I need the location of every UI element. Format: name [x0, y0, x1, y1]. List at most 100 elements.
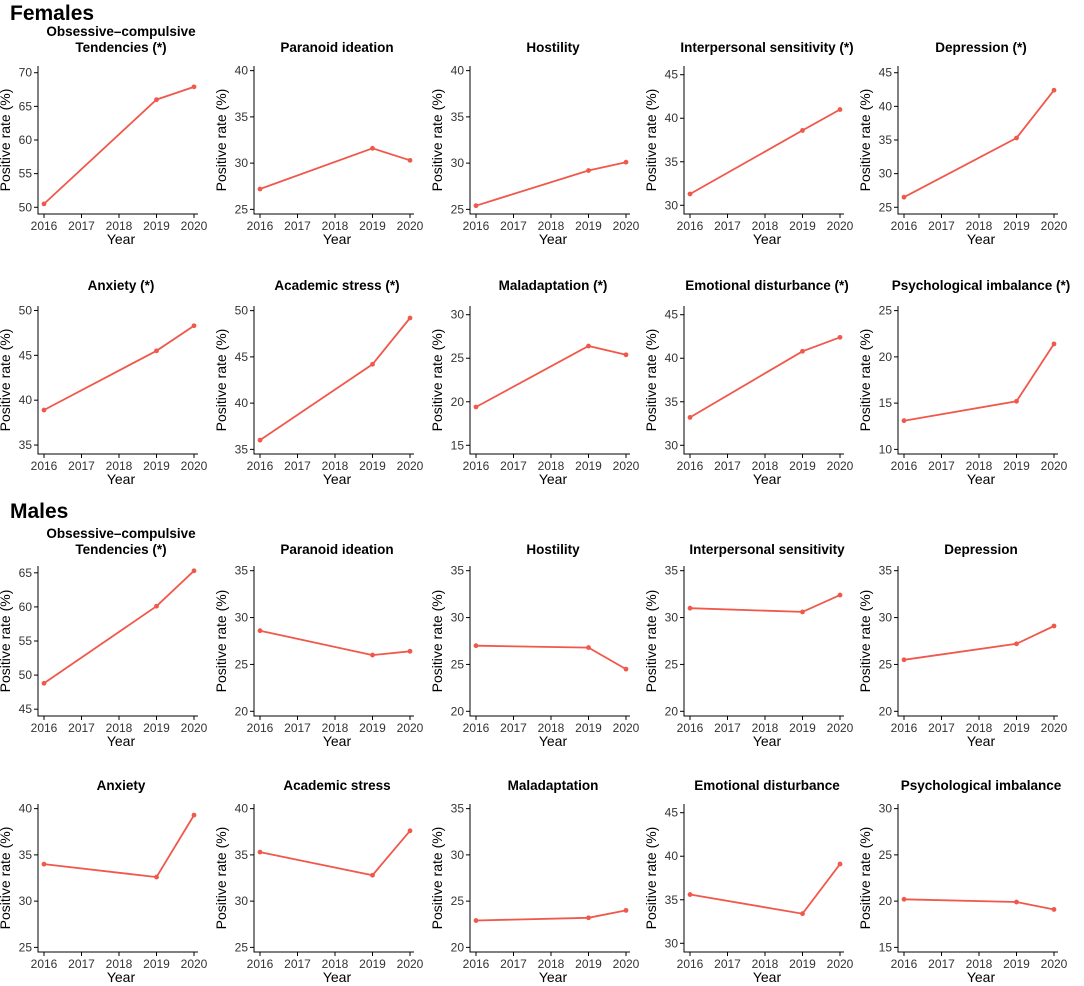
- y-tick-label: 35: [451, 110, 465, 124]
- data-point: [473, 203, 479, 209]
- x-tick-label: 2016: [891, 219, 918, 233]
- data-point: [191, 568, 197, 574]
- chart-panel-10: Psychological imbalance (*) 10 15 20 25 2016 2…: [857, 278, 1070, 487]
- data-point: [837, 861, 843, 867]
- data-point: [901, 657, 907, 663]
- chart-title: Maladaptation (*): [499, 278, 608, 293]
- y-tick-label: 35: [665, 893, 679, 907]
- y-tick-label: 45: [235, 350, 249, 364]
- x-tick-label: 2017: [284, 459, 311, 473]
- data-point: [623, 159, 629, 165]
- y-axis-label: Positive rate (%): [643, 89, 659, 192]
- data-point: [473, 918, 479, 923]
- x-axis-label: Year: [753, 733, 782, 749]
- data-point: [837, 334, 843, 340]
- series-line: [475, 345, 627, 408]
- y-tick-label: 35: [235, 848, 249, 862]
- y-axis-label: Positive rate (%): [429, 89, 445, 192]
- chart-title: Paranoid ideation: [280, 40, 393, 55]
- x-tick-label: 2017: [500, 957, 527, 971]
- y-tick-label: 30: [235, 894, 249, 908]
- data-point: [370, 145, 375, 151]
- y-tick-label: 25: [879, 304, 893, 318]
- x-tick-label: 2016: [247, 219, 274, 233]
- x-tick-label: 2016: [31, 459, 58, 473]
- data-point: [370, 652, 375, 658]
- x-tick-label: 2020: [181, 721, 208, 735]
- y-tick-label: 25: [665, 657, 679, 671]
- x-tick-label: 2016: [247, 459, 274, 473]
- data-point: [586, 343, 591, 349]
- y-tick-label: 25: [879, 200, 893, 214]
- x-tick-label: 2018: [538, 459, 565, 473]
- x-tick-label: 2016: [247, 957, 274, 971]
- x-axis-label: Year: [323, 733, 352, 749]
- x-tick-label: 2019: [359, 219, 386, 233]
- chart-panel-13: Hostility 20 25 30 35 2016 2017 2018 2019 2020 Yea…: [429, 542, 640, 749]
- x-axis-label: Year: [323, 471, 352, 487]
- x-tick-label: 2016: [31, 721, 58, 735]
- chart-title: Depression (*): [935, 40, 1027, 55]
- chart-panel-2: Paranoid ideation 25 30 35 40 2016 2017 2018 201…: [213, 40, 424, 247]
- data-point: [257, 186, 263, 192]
- series-line: [259, 317, 411, 441]
- x-tick-label: 2019: [575, 219, 602, 233]
- data-point: [473, 643, 479, 649]
- chart-panel-18: Maladaptation 20 25 30 35 2016 2017 2018 2019 202…: [429, 778, 640, 985]
- x-tick-label: 2016: [677, 459, 704, 473]
- x-tick-label: 2017: [714, 957, 741, 971]
- chart-title: Psychological imbalance (*): [892, 278, 1071, 293]
- x-tick-label: 2016: [31, 957, 58, 971]
- series-line: [903, 898, 1055, 911]
- chart-panel-12: Paranoid ideation 20 25 30 35 2016 2017 2018 201…: [213, 542, 424, 749]
- y-tick-label: 30: [879, 802, 893, 816]
- x-tick-label: 2018: [106, 219, 133, 233]
- section-title-females: Females: [10, 2, 95, 25]
- x-tick-label: 2019: [143, 721, 170, 735]
- data-point: [257, 437, 263, 443]
- y-tick-label: 35: [19, 438, 33, 452]
- data-point: [837, 592, 843, 598]
- y-axis-label: Positive rate (%): [213, 827, 229, 930]
- series-line: [43, 86, 195, 205]
- x-tick-label: 2017: [68, 721, 95, 735]
- x-tick-label: 2018: [106, 459, 133, 473]
- y-tick-label: 40: [665, 351, 679, 365]
- y-tick-label: 35: [19, 848, 33, 862]
- y-tick-label: 60: [19, 133, 33, 147]
- x-axis-label: Year: [107, 969, 136, 985]
- chart-title: Psychological imbalance: [901, 778, 1062, 793]
- data-point: [623, 907, 629, 913]
- x-tick-label: 2019: [1003, 721, 1030, 735]
- y-tick-label: 25: [451, 202, 465, 216]
- x-tick-label: 2020: [181, 957, 208, 971]
- data-point: [407, 828, 413, 834]
- x-tick-label: 2020: [827, 219, 854, 233]
- x-tick-label: 2018: [322, 219, 349, 233]
- x-tick-label: 2018: [538, 957, 565, 971]
- y-tick-label: 35: [665, 395, 679, 409]
- chart-panel-9: Emotional disturbance (*) 30 35 40 45 2016 201…: [643, 278, 854, 487]
- y-tick-label: 55: [19, 167, 33, 181]
- x-tick-label: 2016: [463, 459, 490, 473]
- y-axis-label: Positive rate (%): [857, 827, 873, 930]
- y-tick-label: 65: [19, 566, 33, 580]
- x-tick-label: 2019: [1003, 957, 1030, 971]
- series-line: [689, 863, 841, 915]
- y-tick-label: 35: [665, 564, 679, 578]
- x-tick-label: 2019: [1003, 219, 1030, 233]
- data-point: [586, 168, 591, 173]
- y-tick-label: 40: [235, 64, 249, 78]
- x-tick-label: 2018: [322, 721, 349, 735]
- y-tick-label: 30: [665, 198, 679, 212]
- x-tick-label: 2019: [575, 957, 602, 971]
- chart-title: Paranoid ideation: [280, 542, 393, 557]
- series-line: [43, 324, 195, 411]
- chart-title: Depression: [944, 542, 1018, 557]
- y-tick-label: 25: [235, 202, 249, 216]
- data-point: [901, 896, 907, 902]
- chart-panel-6: Anxiety (*) 35 40 45 50 2016 2017 2018 2019 2020 Y…: [0, 278, 208, 487]
- x-tick-label: 2017: [714, 459, 741, 473]
- y-tick-label: 25: [235, 940, 249, 954]
